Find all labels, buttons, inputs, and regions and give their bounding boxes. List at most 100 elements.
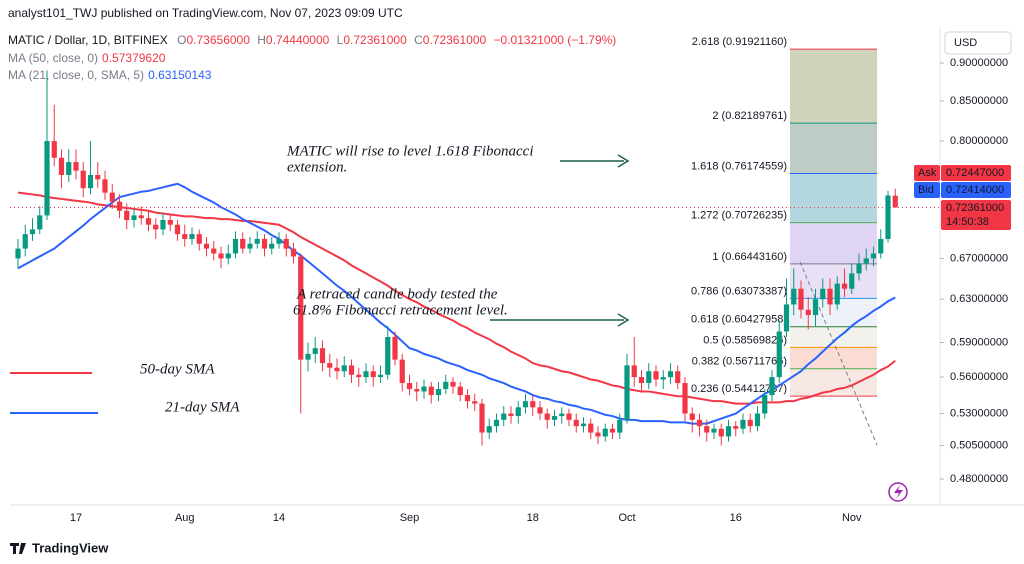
candle-body [791, 288, 797, 305]
sma-label: 21-day SMA [165, 399, 240, 415]
candle-body [711, 428, 717, 433]
legend-entry: MA (50, close, 0) [8, 51, 98, 65]
candle-body [566, 413, 572, 420]
alert-icon-bolt [894, 485, 903, 499]
candle-body [356, 374, 362, 378]
candle-body [276, 238, 282, 244]
y-tick-label: 0.56000000 [950, 371, 1008, 383]
fib-label: 0.236 (0.54412787) [691, 383, 787, 395]
fib-band [790, 347, 877, 369]
candle-body [762, 395, 768, 414]
y-tick-label: 0.80000000 [950, 135, 1008, 147]
candle-body [254, 238, 260, 244]
y-tick-label: 0.90000000 [950, 57, 1008, 69]
fib-band [790, 298, 877, 327]
candle-body [457, 386, 463, 396]
fib-label: 1 (0.66443160) [712, 251, 787, 263]
candle-body [29, 229, 36, 235]
candle-body [58, 157, 65, 175]
candle-body [66, 162, 72, 175]
ma-line [17, 182, 896, 425]
candle-body [385, 336, 391, 375]
candle-body [769, 377, 775, 396]
ohlc-value: 0.72361000 [423, 33, 487, 47]
candle-body [203, 243, 210, 249]
candle-body [15, 248, 21, 259]
candle-body [595, 432, 601, 437]
candle-body [211, 248, 217, 254]
candle-body [225, 253, 231, 259]
x-tick-label: 14 [273, 512, 285, 524]
candle-body [327, 363, 333, 368]
candle-body [537, 407, 543, 414]
candle-body [725, 426, 732, 437]
candle-body [820, 288, 826, 300]
annotation: extension. [287, 159, 347, 175]
candle-body [290, 248, 297, 257]
candle-body [667, 371, 674, 378]
candle-body [160, 220, 166, 230]
candle-body [319, 348, 326, 364]
currency-box[interactable] [944, 31, 1012, 55]
candle-body [646, 371, 652, 384]
x-tick-label: 17 [70, 512, 82, 524]
plot-area: 2.618 (0.91921160) 2 (0.82189761) 1.618 (0… [10, 36, 940, 446]
ohlc-value: 0.74440000 [266, 33, 330, 47]
candle-body [841, 283, 848, 289]
publish-header: analyst101_TWJ published on TradingView.… [8, 6, 403, 20]
candle-body [240, 238, 246, 249]
candle-body [189, 234, 195, 239]
candle-body [493, 419, 500, 427]
tag-name-box [914, 182, 940, 198]
candle-body [51, 141, 57, 158]
price-tag: 0.72414000 [946, 184, 1004, 196]
candle-body [131, 215, 137, 221]
fib-band [790, 368, 877, 397]
candle-body [399, 359, 405, 384]
y-tick-label: 0.50500000 [950, 439, 1008, 451]
candle-body [44, 141, 50, 216]
candle-body [102, 179, 108, 193]
candle-body [370, 371, 376, 378]
annotation: A retraced candle body tested the [296, 286, 498, 302]
candle-body [37, 215, 43, 230]
candle-body [501, 413, 507, 420]
candle-body [805, 309, 811, 316]
candle-body [870, 253, 877, 259]
candle-body [363, 371, 369, 378]
candle-body [124, 210, 130, 221]
candle-body [776, 331, 782, 378]
x-tick-label: 18 [527, 512, 539, 524]
candle-body [87, 174, 94, 189]
alert-icon[interactable] [888, 482, 908, 502]
price-tag-box [941, 165, 1011, 181]
candle-body [718, 428, 724, 437]
candle-body [406, 383, 413, 390]
candle-body [109, 192, 115, 202]
candle-body [95, 174, 101, 180]
candle-body [450, 381, 456, 387]
candle-body [312, 348, 318, 354]
price-tag: 0.72361000 [946, 202, 1004, 214]
candle-body [167, 220, 173, 225]
candle-body [660, 377, 666, 380]
y-tick-label: 0.48000000 [950, 473, 1008, 485]
candle-body [153, 224, 159, 230]
candle-body [863, 258, 869, 264]
footer-brand: TradingView [32, 540, 109, 555]
candle-body [812, 299, 819, 316]
fib-band [790, 173, 877, 223]
y-tick-label: 0.63000000 [950, 293, 1008, 305]
price-tag-box [941, 182, 1011, 198]
candle-body [856, 263, 862, 274]
fib-band [790, 263, 877, 299]
fib-label: 2.618 (0.91921160) [692, 36, 787, 48]
ohlc-key: O [177, 33, 186, 47]
sma-label: 50-day SMA [140, 361, 215, 377]
candle-body [559, 413, 565, 417]
price-tag: 0.72447000 [946, 167, 1004, 179]
ohlc-key: H [257, 33, 266, 47]
currency: USD [954, 37, 977, 49]
fib-label: 2 (0.82189761) [712, 110, 787, 122]
